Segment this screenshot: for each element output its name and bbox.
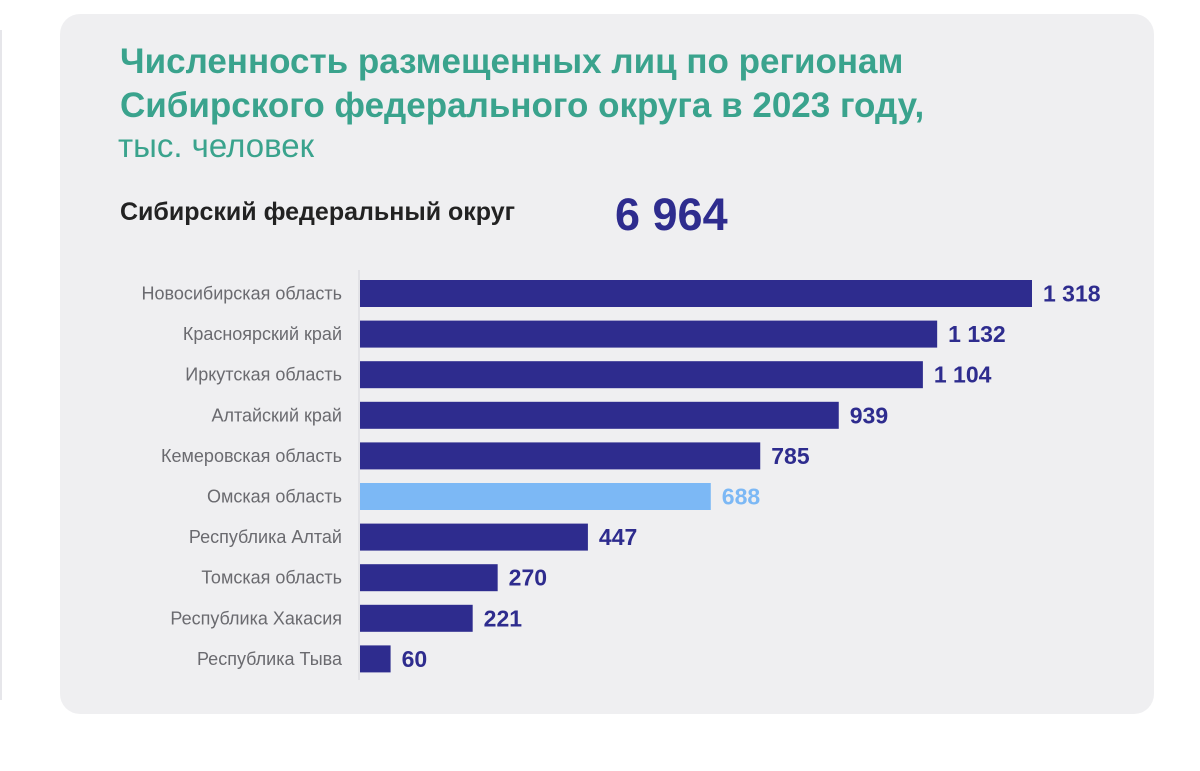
category-label: Красноярский край (183, 324, 342, 344)
category-label: Кемеровская область (161, 446, 342, 466)
bar (360, 280, 1032, 307)
unit-subtitle: тыс. человек (118, 127, 315, 164)
category-label: Республика Алтай (189, 527, 342, 547)
bar (360, 645, 391, 673)
bar (360, 604, 473, 632)
total-label: Сибирский федеральный округ (120, 198, 516, 226)
value-label: 60 (402, 646, 428, 672)
bar (360, 401, 839, 429)
category-label: Республика Хакасия (170, 608, 342, 628)
bar (360, 320, 938, 348)
value-label: 1 104 (934, 362, 992, 388)
title-line-1: Численность размещенных лиц по регионам (120, 42, 904, 81)
bar (360, 361, 923, 389)
value-label: 785 (771, 443, 810, 469)
category-label: Омская область (207, 487, 342, 507)
value-label: 688 (722, 484, 761, 510)
value-label: 447 (599, 524, 637, 550)
chart-title: Численность размещенных лиц по регионам … (120, 40, 924, 128)
value-label: 1 318 (1043, 281, 1101, 307)
value-label: 939 (850, 402, 888, 428)
value-label: 221 (484, 605, 523, 631)
category-label: Иркутская область (185, 365, 342, 385)
category-label: Томская область (201, 568, 342, 588)
category-label: Новосибирская область (142, 284, 343, 304)
bar (360, 442, 761, 470)
bar (360, 523, 588, 551)
bar (360, 564, 498, 592)
value-label: 1 132 (948, 321, 1006, 347)
value-label: 270 (509, 565, 547, 591)
category-label: Республика Тыва (197, 649, 343, 669)
category-label: Алтайский край (211, 405, 342, 425)
title-line-2: Сибирского федерального округа в 2023 го… (120, 86, 925, 125)
bar (360, 483, 711, 510)
total-value: 6 964 (615, 189, 728, 240)
left-edge-divider (0, 30, 2, 700)
